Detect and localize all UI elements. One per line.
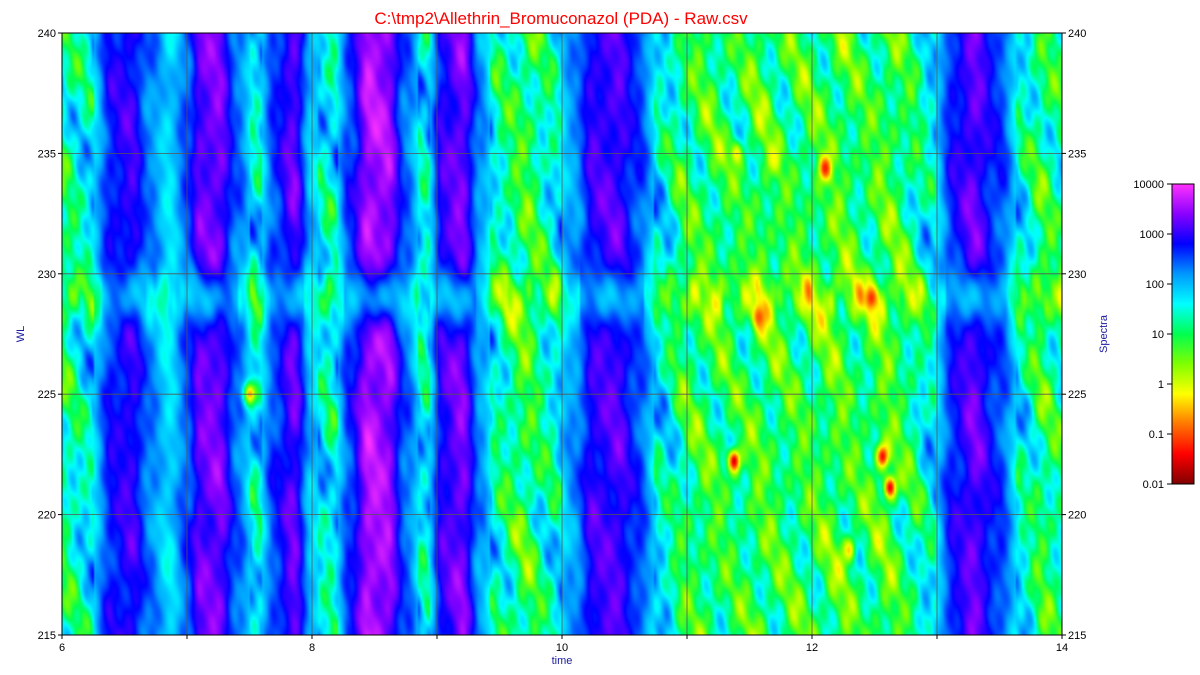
y-axis-left: 215 220 225 230 235 240: [38, 28, 62, 642]
y-tick-label: 215: [38, 630, 56, 642]
legend-label: 0.01: [1143, 479, 1164, 491]
plot-area: [61, 32, 1063, 636]
legend-labels: 10000 1000 100 10 1 0.1 0.01: [1133, 179, 1172, 491]
legend-label: 1: [1158, 379, 1164, 391]
x-axis-title: time: [552, 655, 573, 667]
x-tick-label: 10: [556, 642, 568, 654]
y-tick-label: 230: [38, 269, 56, 281]
y2-tick-label: 240: [1068, 28, 1086, 40]
legend-colorbar: [1171, 183, 1195, 485]
y2-tick-label: 215: [1068, 630, 1086, 642]
legend-label: 100: [1146, 279, 1164, 291]
y-tick-label: 240: [38, 28, 56, 40]
y-tick-label: 235: [38, 148, 56, 160]
y2-tick-label: 235: [1068, 148, 1086, 160]
y2-tick-label: 230: [1068, 269, 1086, 281]
legend-label: 10: [1152, 329, 1164, 341]
legend-label: 1000: [1140, 229, 1164, 241]
x-tick-label: 8: [309, 642, 315, 654]
chart-title: C:\tmp2\Allethrin_Bromuconazol (PDA) - R…: [374, 9, 748, 28]
x-tick-label: 6: [59, 642, 65, 654]
y2-axis-title: Spectra: [1098, 314, 1110, 353]
y-axis-right: 215 220 225 230 235 240: [1062, 28, 1086, 642]
color-legend: 10000 1000 100 10 1 0.1 0.01: [1133, 179, 1195, 491]
x-tick-label: 12: [806, 642, 818, 654]
y2-tick-label: 220: [1068, 510, 1086, 522]
y-tick-label: 220: [38, 510, 56, 522]
legend-label: 0.1: [1149, 429, 1164, 441]
y-axis-title: WL: [15, 326, 27, 343]
y-tick-label: 225: [38, 389, 56, 401]
x-axis: 6 8 10 12 14: [59, 635, 1068, 654]
legend-label: 10000: [1133, 179, 1164, 191]
x-tick-label: 14: [1056, 642, 1068, 654]
y2-tick-label: 225: [1068, 389, 1086, 401]
